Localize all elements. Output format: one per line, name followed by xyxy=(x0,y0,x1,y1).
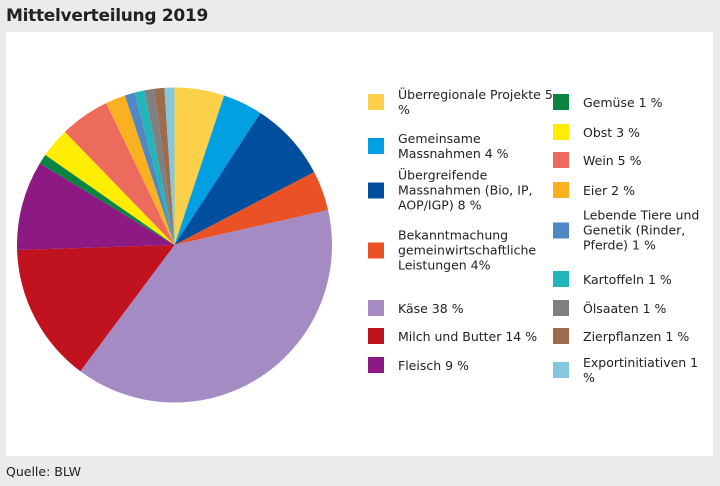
legend-label: Übergreifende Massnahmen (Bio, IP, AOP/I… xyxy=(398,167,533,213)
legend-label: Wein 5 % xyxy=(583,152,642,168)
pie-slice-11 xyxy=(124,92,175,245)
pie-slice-8 xyxy=(45,131,175,245)
legend-item: Exportinitiativen 1 % xyxy=(553,355,703,385)
legend-label: Eier 2 % xyxy=(583,182,635,198)
pie-slice-9 xyxy=(64,103,175,245)
legend-item: Milch und Butter 14 % xyxy=(368,328,553,344)
pie-slice-0 xyxy=(174,87,225,245)
legend-swatch xyxy=(553,222,569,238)
legend-label: Exportinitiativen 1 % xyxy=(583,355,699,385)
pie-slice-1 xyxy=(174,95,261,246)
pie-slice-10 xyxy=(106,95,175,246)
legend-label: Obst 3 % xyxy=(583,124,640,140)
legend-swatch xyxy=(553,94,569,110)
legend-swatch xyxy=(553,328,569,344)
pie-slice-2 xyxy=(174,113,315,245)
pie-slice-13 xyxy=(144,88,175,245)
legend-label: Ölsaaten 1 % xyxy=(583,300,667,316)
legend-item: Gemüse 1 % xyxy=(553,94,703,110)
legend-item: Übergreifende Massnahmen (Bio, IP, AOP/I… xyxy=(368,168,553,213)
pie-slice-12 xyxy=(134,90,175,245)
legend-swatch xyxy=(368,357,384,373)
legend-swatch xyxy=(368,242,384,258)
legend-swatch xyxy=(553,271,569,287)
legend-item: Gemeinsame Massnahmen 4 % xyxy=(368,131,553,161)
legend-label: Bekanntmachung gemeinwirtschaftliche Lei… xyxy=(398,227,537,273)
pie-chart xyxy=(17,87,332,403)
legend-label: Zierpflanzen 1 % xyxy=(583,328,690,344)
legend-swatch xyxy=(553,124,569,140)
legend-label: Lebende Tiere und Genetik (Rinder, Pferd… xyxy=(583,207,700,253)
pie-slice-5 xyxy=(17,245,175,372)
legend-label: Gemeinsame Massnahmen 4 % xyxy=(398,131,509,161)
legend-item: Bekanntmachung gemeinwirtschaftliche Lei… xyxy=(368,228,553,273)
legend-swatch xyxy=(368,94,384,110)
legend-swatch xyxy=(368,328,384,344)
legend-item: Zierpflanzen 1 % xyxy=(553,328,703,344)
legend-label: Fleisch 9 % xyxy=(398,357,469,373)
legend-swatch xyxy=(368,300,384,316)
legend-label: Überregionale Projekte 5 % xyxy=(398,87,553,117)
pie-slice-4 xyxy=(80,209,332,403)
legend-item: Lebende Tiere und Genetik (Rinder, Pferd… xyxy=(553,208,703,253)
source-note: Quelle: BLW xyxy=(6,464,82,479)
legend-swatch xyxy=(553,152,569,168)
pie-slice-7 xyxy=(39,154,175,245)
legend-item: Eier 2 % xyxy=(553,182,703,198)
legend-swatch xyxy=(368,138,384,154)
legend-swatch xyxy=(553,362,569,378)
legend-swatch xyxy=(368,182,384,198)
legend-item: Überregionale Projekte 5 % xyxy=(368,87,553,117)
legend-item: Kartoffeln 1 % xyxy=(553,271,703,287)
legend-item: Fleisch 9 % xyxy=(368,357,553,373)
legend-item: Käse 38 % xyxy=(368,300,553,316)
pie-slice-6 xyxy=(17,163,175,251)
legend-label: Gemüse 1 % xyxy=(583,94,663,110)
legend-item: Wein 5 % xyxy=(553,152,703,168)
legend-item: Obst 3 % xyxy=(553,124,703,140)
legend-label: Kartoffeln 1 % xyxy=(583,271,672,287)
legend-label: Käse 38 % xyxy=(398,300,464,316)
pie-slice-3 xyxy=(174,172,329,245)
chart-title: Mittelverteilung 2019 xyxy=(6,6,208,26)
legend-item: Ölsaaten 1 % xyxy=(553,300,703,316)
chart-panel: Überregionale Projekte 5 % Gemeinsame Mas… xyxy=(6,32,713,456)
legend-swatch xyxy=(553,182,569,198)
pie-slice-15 xyxy=(164,87,175,245)
legend-swatch xyxy=(553,300,569,316)
pie-slice-14 xyxy=(154,87,175,245)
legend-label: Milch und Butter 14 % xyxy=(398,328,538,344)
